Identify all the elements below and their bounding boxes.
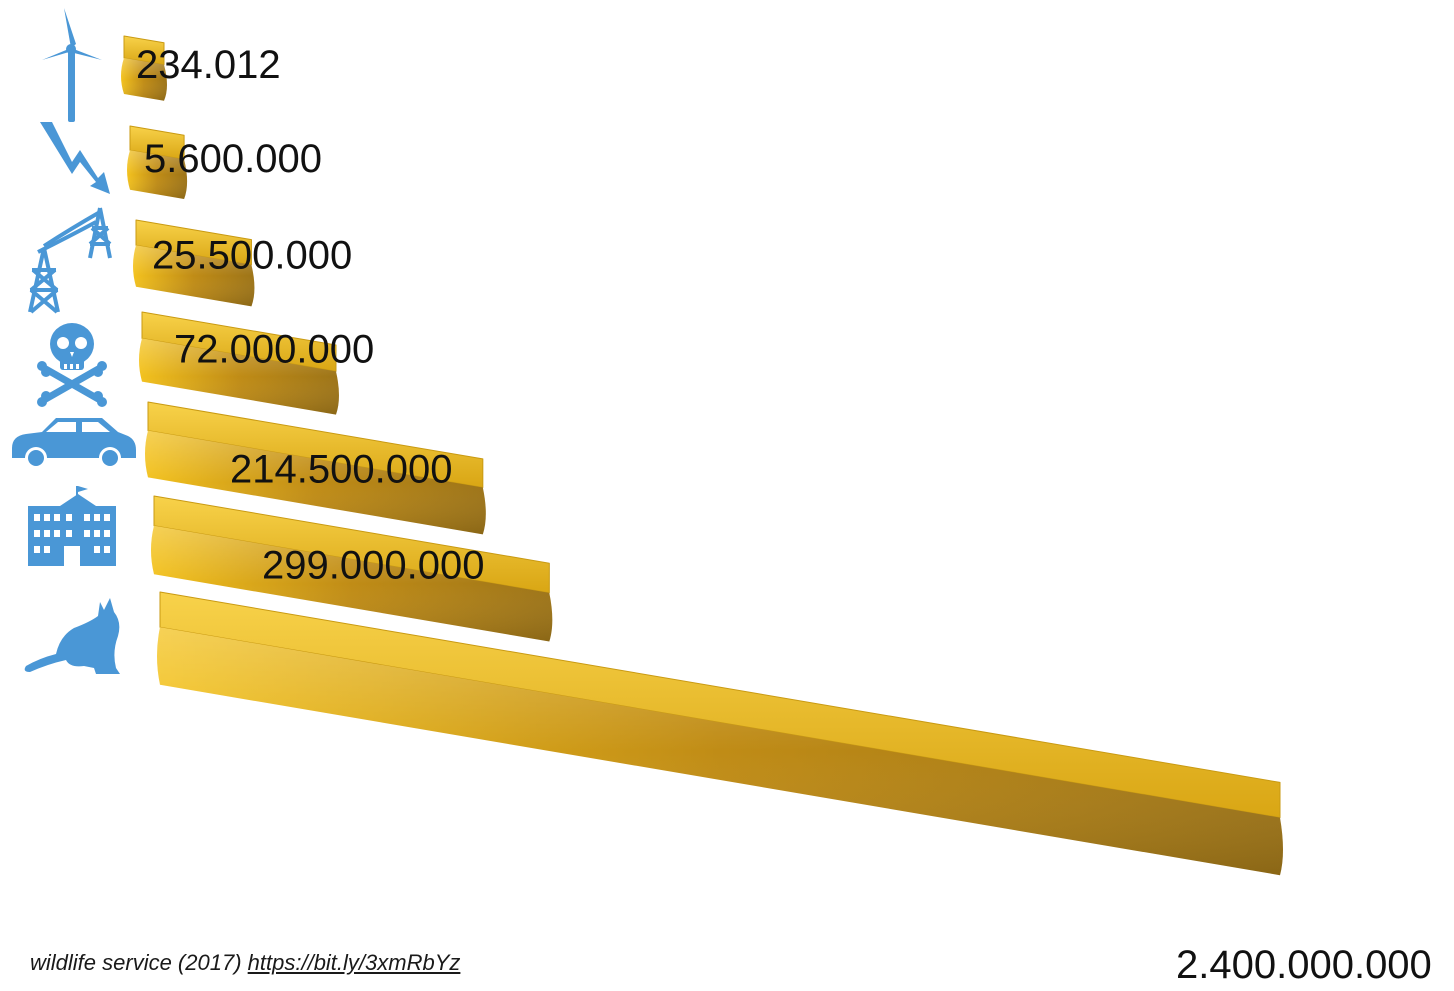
wind-turbine-icon bbox=[42, 8, 102, 122]
bar-wind-turbine bbox=[121, 35, 167, 101]
value-label-lightning: 5.600.000 bbox=[144, 137, 322, 181]
lightning-icon bbox=[40, 122, 110, 194]
bar-poison bbox=[139, 311, 339, 415]
bar-lightning bbox=[127, 125, 188, 199]
value-label-car: 214.500.000 bbox=[230, 448, 452, 492]
poison-icon bbox=[37, 323, 107, 407]
value-label-building: 299.000.000 bbox=[262, 544, 484, 588]
car-icon bbox=[12, 418, 136, 469]
bar-power-lines bbox=[133, 219, 255, 307]
source-text: wildlife service (2017) bbox=[30, 950, 242, 975]
value-label-power-lines: 25.500.000 bbox=[152, 233, 352, 277]
power-lines-icon bbox=[28, 207, 112, 314]
bar-building bbox=[151, 495, 553, 642]
bar-car bbox=[145, 401, 486, 535]
value-label-poison: 72.000.000 bbox=[174, 327, 374, 371]
value-label-wind-turbine: 234.012 bbox=[136, 43, 281, 87]
source-link[interactable]: https://bit.ly/3xmRbYz bbox=[247, 950, 461, 975]
cat-icon bbox=[24, 598, 121, 674]
value-label-cat: 2.400.000.000 bbox=[1176, 943, 1432, 987]
building-icon bbox=[28, 486, 116, 566]
source-note: wildlife service (2017) https://bit.ly/3… bbox=[30, 950, 460, 976]
bar-cat bbox=[157, 591, 1283, 876]
